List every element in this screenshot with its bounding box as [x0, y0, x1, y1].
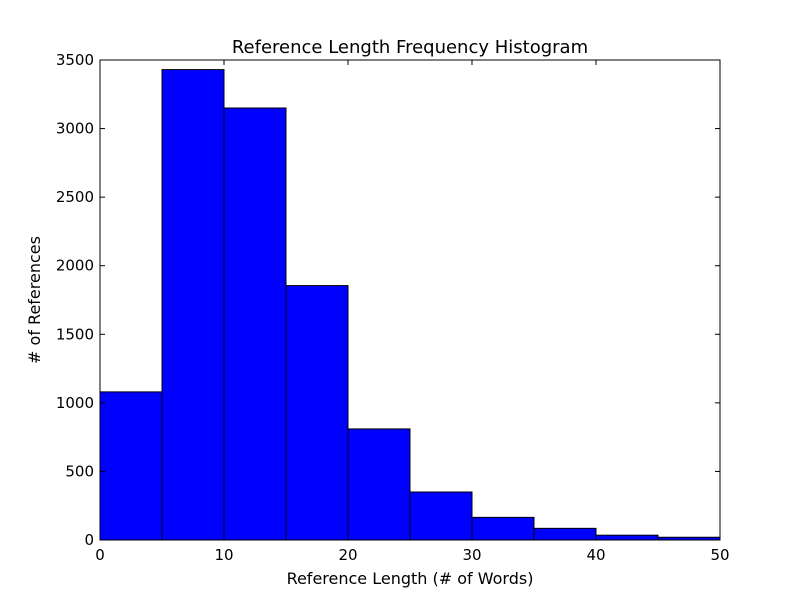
y-tick-label: 3500 — [56, 51, 94, 69]
x-tick-label: 50 — [710, 546, 729, 564]
histogram-bar — [595, 534, 659, 541]
histogram-bar — [161, 69, 225, 541]
y-axis-label: # of References — [25, 236, 44, 364]
y-tick-label: 3000 — [56, 120, 94, 138]
y-tick-label: 2500 — [56, 188, 94, 206]
x-tick-label: 40 — [586, 546, 605, 564]
histogram-bar — [471, 516, 535, 541]
y-tick-label: 1000 — [56, 394, 94, 412]
chart-title: Reference Length Frequency Histogram — [232, 37, 588, 58]
plot-frame — [99, 59, 721, 541]
y-tick-label: 2000 — [56, 257, 94, 275]
histogram-bar — [223, 107, 287, 541]
histogram-bar — [99, 391, 163, 541]
histogram-bar — [533, 527, 597, 541]
y-tick-label: 0 — [84, 531, 94, 549]
x-axis-label: Reference Length (# of Words) — [287, 569, 534, 588]
y-tick-label: 500 — [65, 462, 94, 480]
x-tick-label: 30 — [462, 546, 481, 564]
y-tick-label: 1500 — [56, 325, 94, 343]
histogram-bar — [285, 285, 349, 541]
x-tick-label: 20 — [338, 546, 357, 564]
x-tick-label: 0 — [95, 546, 105, 564]
histogram-bar — [347, 428, 411, 541]
histogram-bar — [409, 491, 473, 541]
bars-layer — [99, 69, 721, 541]
x-tick-label: 10 — [214, 546, 233, 564]
